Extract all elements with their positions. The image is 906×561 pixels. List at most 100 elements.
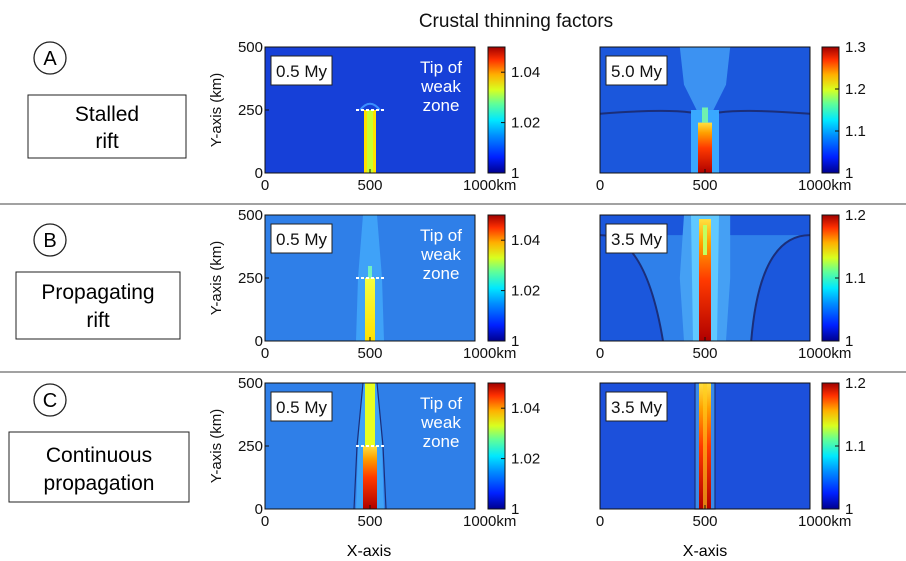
time-label-box — [605, 223, 668, 254]
colorbar: 1 1.02 1.04 — [487, 46, 540, 182]
time-label-box — [270, 55, 333, 86]
x-tick-label: 1000km — [798, 345, 851, 362]
time-label: 0.5 My — [270, 55, 333, 86]
colorbar-tick-label: 1.2 — [845, 207, 866, 224]
tip-label-line-2: weak — [420, 77, 461, 96]
contour-line — [599, 109, 811, 115]
y-tick-label: 250 — [238, 102, 263, 119]
colorbar-tick-label: 1.1 — [845, 438, 866, 455]
colorbar-tick-label: 1.02 — [511, 451, 540, 468]
tip-label-line-3: zone — [423, 96, 460, 115]
colorbar: 1 1.1 1.2 — [821, 375, 866, 518]
row-letter-a: A — [43, 48, 57, 70]
time-label-box — [605, 55, 668, 86]
row-label-b-line-2: rift — [86, 309, 109, 332]
time-label-text: 5.0 My — [611, 62, 663, 81]
row-label-box-b — [15, 271, 181, 340]
row-label-box-a — [27, 94, 187, 159]
y-tick-label: 500 — [238, 207, 263, 224]
colorbar-tick-label: 1.04 — [511, 400, 540, 417]
time-label: 0.5 My — [270, 223, 333, 254]
x-tick-label: 500 — [692, 177, 717, 194]
row-label-c: C Continuous propagation — [8, 383, 190, 503]
tip-label-line-2: weak — [420, 413, 461, 432]
tip-label-line-1: Tip of — [420, 394, 462, 413]
tip-halo — [359, 102, 381, 111]
x-axis-label-left: X-axis — [347, 543, 391, 560]
rift-core — [703, 383, 707, 509]
row-letter-c: C — [43, 390, 57, 412]
y-tick-label: 250 — [238, 270, 263, 287]
row-label-box-c — [8, 431, 190, 503]
time-label-text: 3.5 My — [611, 398, 663, 417]
colorbar-tick-label: 1.04 — [511, 232, 540, 249]
colorbar-tick-label: 1 — [845, 165, 853, 182]
y-tick-label: 500 — [238, 39, 263, 56]
y-tick-label: 0 — [255, 501, 263, 518]
colorbar-gradient — [821, 46, 840, 174]
x-tick-label: 1000km — [463, 345, 516, 362]
rift-tip — [703, 225, 707, 255]
y-tick-label: 0 — [255, 165, 263, 182]
colorbar-tick-label: 1 — [845, 333, 853, 350]
tip-label-line-1: Tip of — [420, 226, 462, 245]
x-tick-label: 1000km — [463, 177, 516, 194]
x-tick-label: 500 — [357, 513, 382, 530]
row-label-b-line-1: Propagating — [41, 281, 154, 304]
row-letter-b: B — [43, 230, 56, 252]
x-tick-label: 1000km — [798, 177, 851, 194]
colorbar-tick-label: 1 — [511, 333, 519, 350]
colorbar-tick-label: 1 — [511, 501, 519, 518]
x-tick-label: 500 — [357, 345, 382, 362]
rift-zone — [699, 219, 711, 341]
rift-tip — [368, 266, 372, 278]
row-label-c-line-2: propagation — [44, 472, 155, 495]
colorbar: 1 1.02 1.04 — [487, 382, 540, 518]
colorbar-gradient — [487, 46, 506, 174]
propagated-rift — [365, 383, 375, 446]
colorbar: 1 1.02 1.04 — [487, 214, 540, 350]
x-tick-label: 1000km — [463, 513, 516, 530]
row-label-c-line-1: Continuous — [46, 444, 152, 467]
rift-zone — [698, 122, 712, 173]
colorbar-tick-label: 1.3 — [845, 39, 866, 56]
colorbar-tick-label: 1.02 — [511, 115, 540, 132]
y-tick-label: 500 — [238, 375, 263, 392]
row-label-a-line-2: rift — [95, 130, 118, 153]
tip-label-line-3: zone — [423, 264, 460, 283]
x-axis-label-right: X-axis — [683, 543, 727, 560]
time-label: 5.0 My — [605, 55, 668, 86]
y-tick-label: 0 — [255, 333, 263, 350]
colorbar-tick-label: 1.2 — [845, 375, 866, 392]
figure-title: Crustal thinning factors — [419, 11, 613, 32]
colorbar-tick-label: 1.1 — [845, 123, 866, 140]
time-label-box — [270, 223, 333, 254]
x-tick-label: 0 — [261, 513, 269, 530]
tip-label-line-2: weak — [420, 245, 461, 264]
colorbar-tick-label: 1.04 — [511, 64, 540, 81]
colorbar-tick-label: 1.02 — [511, 283, 540, 300]
colorbar-gradient — [487, 382, 506, 510]
y-axis-label: Y-axis (km) — [208, 73, 225, 147]
letter-circle-b — [33, 223, 67, 257]
x-tick-label: 500 — [692, 513, 717, 530]
contour-right — [750, 234, 811, 342]
x-tick-label: 500 — [357, 177, 382, 194]
x-tick-label: 1000km — [798, 513, 851, 530]
y-axis-label: Y-axis (km) — [208, 241, 225, 315]
time-label-text: 3.5 My — [611, 230, 663, 249]
time-label-text: 0.5 My — [276, 398, 328, 417]
tip-label-line-3: zone — [423, 432, 460, 451]
colorbar-tick-label: 1 — [511, 165, 519, 182]
rift-zone — [363, 446, 377, 509]
time-label: 3.5 My — [605, 391, 668, 422]
thinning-halo — [679, 47, 731, 110]
time-label-text: 0.5 My — [276, 62, 328, 81]
